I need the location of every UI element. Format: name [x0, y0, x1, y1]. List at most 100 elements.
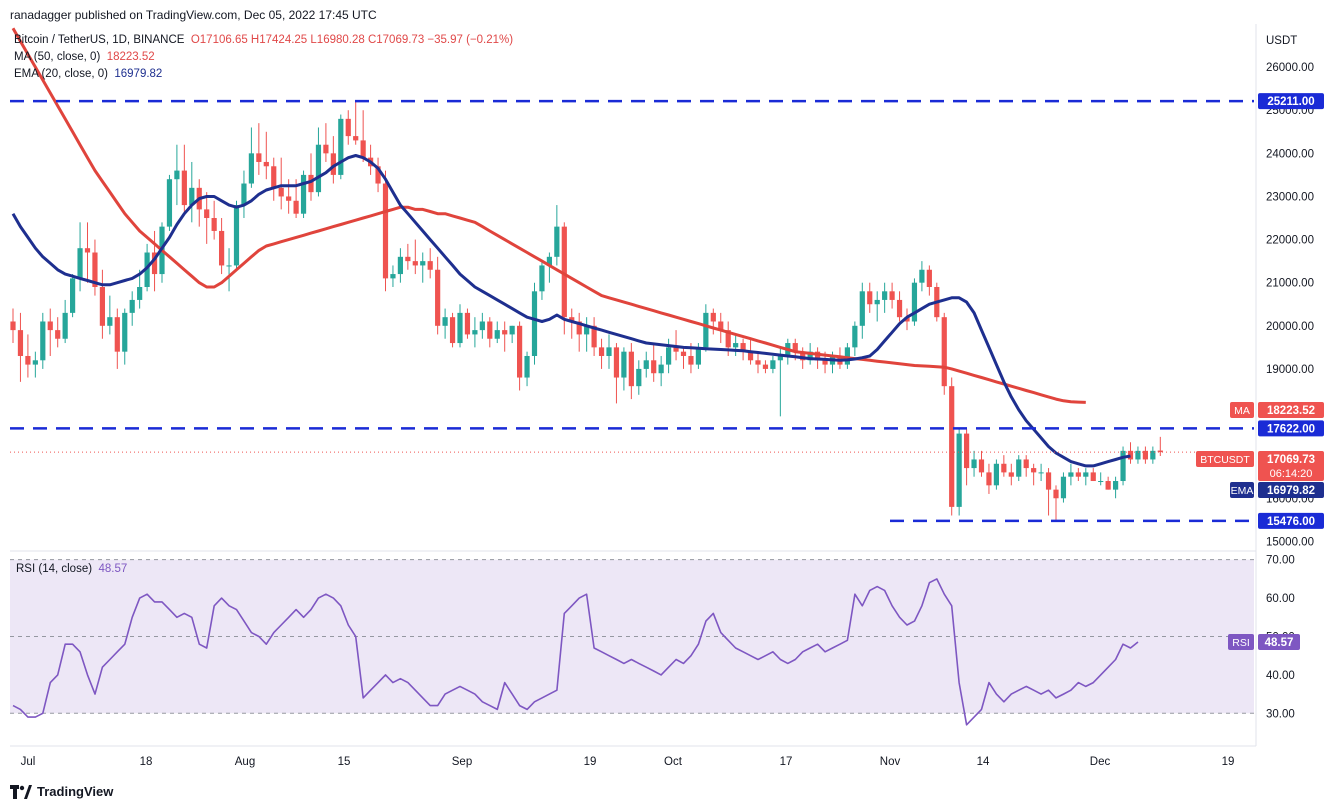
candle-body — [539, 265, 545, 292]
candle-body — [345, 118, 351, 137]
candle-body — [1001, 463, 1007, 473]
legend-symbol-row: Bitcoin / TetherUS, 1D, BINANCE O17106.6… — [14, 34, 513, 46]
candle-body — [531, 291, 538, 356]
candle-body — [390, 274, 396, 279]
candle-body — [859, 291, 865, 326]
price-pane-bg — [10, 24, 1254, 550]
candle-body — [40, 321, 46, 361]
ema20-line — [11, 154, 1131, 468]
legend-ema-row[interactable]: EMA (20, close, 0) 16979.82 — [14, 68, 162, 80]
time-tick-label: 14 — [977, 756, 990, 768]
candle-body — [84, 248, 91, 253]
candle-body — [427, 261, 433, 270]
candle-body — [189, 187, 195, 206]
time-tick-label: 15 — [338, 756, 351, 768]
candle-body — [293, 200, 299, 214]
candle-body — [375, 166, 381, 184]
price-tick-label: 15000.00 — [1266, 536, 1314, 548]
candle-body — [263, 161, 269, 167]
candle-body — [695, 347, 701, 365]
price-label-name: MA — [1234, 405, 1250, 417]
candles-layer — [10, 101, 1163, 520]
candle-body — [1090, 472, 1096, 482]
symbol-name-box — [1196, 451, 1254, 467]
axis-currency: USDT — [1266, 35, 1297, 47]
candle-body — [986, 472, 992, 486]
candle-body — [435, 269, 441, 326]
candle-body — [718, 321, 724, 331]
candle-body — [844, 347, 850, 365]
candle-body — [248, 153, 254, 184]
price-tick-label: 23000.00 — [1266, 191, 1314, 203]
rsi-tick-label: 30.00 — [1266, 708, 1295, 720]
rsi-value-box — [1258, 633, 1300, 650]
candle-body — [1120, 450, 1126, 482]
time-tick-label: 17 — [780, 756, 793, 768]
candle-body — [889, 291, 895, 300]
candle-body — [405, 256, 411, 262]
candle-body — [472, 330, 478, 335]
candle-body — [867, 291, 873, 305]
rsi-tick-label: 40.00 — [1266, 670, 1295, 682]
candle-body — [636, 368, 642, 387]
ema-value-tag: 16979.82 — [1267, 485, 1315, 497]
candle-body — [10, 321, 16, 331]
candle-body — [919, 269, 925, 283]
candle-body — [747, 351, 754, 361]
candle-body — [457, 312, 463, 344]
candle-body — [1113, 481, 1119, 490]
candle-body — [725, 330, 731, 348]
level-tag — [1258, 512, 1324, 529]
legend-ma-row[interactable]: MA (50, close, 0) 18223.52 — [14, 51, 155, 63]
candle-body — [658, 364, 664, 374]
candle-body — [621, 351, 627, 378]
candle-body — [1083, 472, 1089, 477]
candle-body — [688, 355, 694, 365]
candle-body — [1105, 481, 1111, 490]
candle-body — [971, 459, 977, 469]
rsi-value-tag: 48.57 — [1265, 637, 1294, 649]
ma50-line — [11, 27, 1086, 404]
axis-layer: USDT26000.0025000.0024000.0023000.002200… — [21, 35, 1314, 768]
candle-body — [308, 174, 314, 193]
rsi-tick-label: 70.00 — [1266, 555, 1295, 567]
candle-body — [1008, 472, 1014, 477]
time-tick-label: Jul — [21, 756, 36, 768]
candle-body — [613, 347, 620, 378]
legend-ohlc: O17106.65 H17424.25 L16980.28 C17069.73 … — [190, 34, 514, 46]
candle-body — [993, 463, 999, 486]
legend-ma-label: MA (50, close, 0) — [14, 51, 101, 63]
candle-body — [353, 136, 359, 141]
legend-rsi-row[interactable]: RSI (14, close) 48.57 — [16, 563, 127, 575]
ma-value-tag: 18223.52 — [1267, 405, 1315, 417]
candle-body — [1098, 481, 1104, 483]
legend-rsi-label: RSI (14, close) — [16, 563, 93, 575]
tradingview-logo-icon — [10, 784, 32, 799]
candle-body — [1060, 476, 1067, 499]
candle-body — [181, 170, 187, 206]
time-tick-label: 19 — [1222, 756, 1235, 768]
candle-body — [569, 317, 575, 322]
time-tick-label: Aug — [235, 756, 255, 768]
candle-body — [978, 459, 985, 473]
candle-body — [241, 183, 247, 206]
candle-body — [382, 183, 389, 279]
candle-body — [882, 291, 888, 300]
candle-body — [129, 299, 135, 313]
legend-symbol[interactable]: Bitcoin / TetherUS, 1D, BINANCE — [14, 34, 185, 46]
candle-body — [926, 269, 932, 287]
last-price-box — [1258, 451, 1324, 481]
candle-body — [949, 386, 955, 507]
tradingview-logo[interactable]: TradingView — [10, 784, 113, 799]
rsi-line — [12, 578, 1139, 726]
candle-body — [211, 218, 217, 231]
legend-ema-label: EMA (20, close, 0) — [14, 68, 108, 80]
price-tick-label: 24000.00 — [1266, 148, 1314, 160]
candle-body — [479, 321, 485, 331]
candle-body — [591, 325, 597, 348]
candle-body — [680, 351, 687, 356]
candle-body — [397, 256, 403, 275]
candle-body — [300, 174, 307, 214]
